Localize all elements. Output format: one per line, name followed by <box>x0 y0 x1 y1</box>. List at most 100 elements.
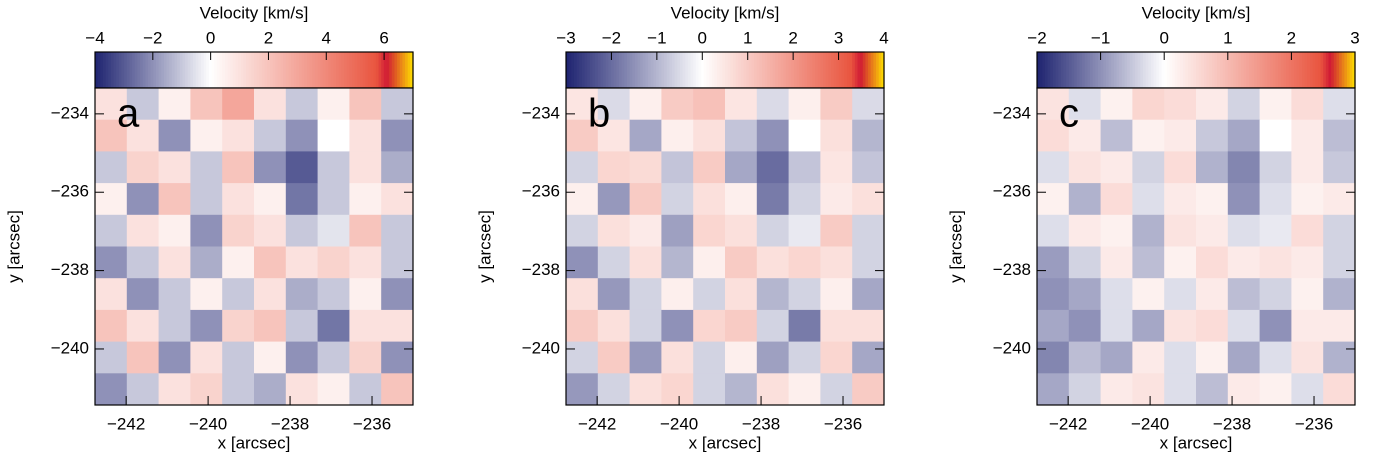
colorbar-step <box>134 52 138 88</box>
colorbar-step <box>571 52 575 88</box>
colorbar-step <box>118 52 123 88</box>
colorbar-step <box>809 52 814 88</box>
colorbar-step <box>1190 52 1194 88</box>
heatmap-cell <box>852 119 885 152</box>
heatmap-cell <box>95 151 128 184</box>
x-tick-label: −238 <box>1213 414 1251 433</box>
colorbar-step <box>341 52 345 88</box>
heatmap-cell <box>381 341 414 374</box>
heatmap-cell <box>285 151 319 184</box>
colorbar-step <box>878 52 882 88</box>
axes-frame <box>94 87 414 406</box>
colorbar-step <box>815 52 819 88</box>
colorbar-step <box>666 52 670 88</box>
heatmap-cell <box>317 373 350 406</box>
colorbar-step <box>1249 52 1253 88</box>
colorbar-tick-label: 2 <box>1287 28 1296 47</box>
heatmap-cell <box>1196 341 1229 374</box>
colorbar-step <box>410 52 414 88</box>
heatmap-cell <box>1291 278 1324 311</box>
colorbar-step <box>1074 52 1078 88</box>
x-tick-label: −236 <box>1295 414 1333 433</box>
heatmap-cell <box>1068 278 1102 311</box>
heatmap-cell <box>597 373 631 406</box>
heatmap-cell <box>629 88 662 121</box>
colorbar-step <box>116 52 120 88</box>
colorbar-step <box>626 52 631 88</box>
heatmap-cell <box>725 119 758 152</box>
colorbar-step <box>865 52 869 88</box>
y-tick-label: −234 <box>51 103 89 122</box>
heatmap-cell <box>1068 309 1102 343</box>
heatmap-cell <box>222 373 255 406</box>
colorbar-tick-label: −2 <box>1027 28 1046 47</box>
heatmap-cell <box>254 309 287 343</box>
heatmap-cell <box>566 278 599 311</box>
heatmap-cell <box>1068 373 1102 406</box>
heatmap-cell <box>126 214 160 247</box>
colorbar-step <box>1127 52 1131 88</box>
colorbar-label: Velocity [km/s] <box>200 3 309 22</box>
colorbar-step <box>881 52 885 88</box>
colorbar-step <box>312 52 316 88</box>
heatmap-cell <box>566 151 599 184</box>
colorbar-step <box>1156 52 1160 88</box>
heatmap-cell <box>1037 341 1070 374</box>
colorbar-step <box>365 52 369 88</box>
colorbar-step <box>1037 52 1041 88</box>
heatmap-cell <box>1132 341 1165 374</box>
colorbar-step <box>1047 52 1051 88</box>
heatmap-cell <box>788 119 821 152</box>
colorbar-step <box>1124 52 1128 88</box>
heatmap-cell <box>629 151 662 184</box>
colorbar-step <box>97 52 101 88</box>
colorbar-step <box>1079 52 1083 88</box>
heatmap-cell <box>1100 119 1133 152</box>
heatmap-cell <box>725 151 758 184</box>
heatmap-cell <box>222 119 255 152</box>
heatmap-cell <box>566 183 599 216</box>
heatmap-cell <box>317 341 350 374</box>
heatmap-cell <box>1100 246 1133 279</box>
colorbar-step <box>1352 52 1356 88</box>
colorbar-step <box>1132 52 1136 88</box>
colorbar-step <box>701 52 705 88</box>
colorbar-step <box>677 52 681 88</box>
colorbar-step <box>1222 52 1226 88</box>
heatmap-cell <box>1037 88 1070 121</box>
colorbar-step <box>256 52 260 88</box>
heatmap-cell <box>1259 246 1292 279</box>
heatmap-cell <box>126 341 160 374</box>
colorbar-step <box>1333 52 1338 88</box>
colorbar-step <box>1246 52 1250 88</box>
colorbar-step <box>1084 52 1088 88</box>
colorbar-step <box>1270 52 1274 88</box>
colorbar-step <box>642 52 647 88</box>
colorbar-tick-label: −2 <box>602 28 621 47</box>
heatmap-cell <box>1196 151 1229 184</box>
colorbar-step <box>632 52 636 88</box>
heatmap-cell <box>1323 309 1356 343</box>
colorbar-step <box>1280 52 1285 88</box>
heatmap-cell <box>597 309 631 343</box>
colorbar-step <box>389 52 393 88</box>
heatmap-cell <box>1164 151 1197 184</box>
colorbar-step <box>748 52 753 88</box>
colorbar-step <box>852 52 856 88</box>
colorbar-step <box>1315 52 1319 88</box>
heatmap-cell <box>126 246 160 279</box>
colorbar-step <box>738 52 742 88</box>
x-tick-label: −236 <box>824 414 862 433</box>
colorbar-tick-label: −3 <box>556 28 575 47</box>
colorbar-step <box>330 52 335 88</box>
colorbar-step <box>854 52 859 88</box>
colorbar-step <box>1193 52 1197 88</box>
heatmap-cell <box>629 278 662 311</box>
heatmap-cell <box>1132 278 1165 311</box>
colorbar-step <box>1302 52 1306 88</box>
colorbar-step <box>656 52 660 88</box>
heatmap-cell <box>852 183 885 216</box>
heatmap-cell <box>1068 183 1102 216</box>
heatmap-cell <box>1132 119 1165 152</box>
colorbar-step <box>690 52 694 88</box>
